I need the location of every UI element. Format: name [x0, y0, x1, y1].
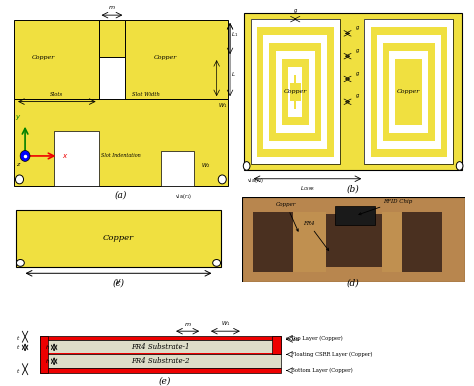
- Text: Copper: Copper: [283, 89, 307, 94]
- Text: FR4: FR4: [303, 221, 328, 251]
- Bar: [288, 67, 302, 117]
- Text: $m$: $m$: [184, 322, 191, 328]
- Text: $W_1$: $W_1$: [220, 320, 230, 328]
- Text: $W_2$: $W_2$: [201, 161, 210, 170]
- Text: $x$: $x$: [62, 152, 68, 160]
- Bar: [39, 368, 281, 373]
- Bar: [257, 27, 334, 156]
- Text: $t$: $t$: [17, 344, 21, 351]
- Text: Copper: Copper: [276, 202, 298, 231]
- Bar: [54, 131, 99, 186]
- Text: (e): (e): [158, 377, 171, 386]
- Bar: [251, 19, 340, 164]
- Text: Bottom Layer (Copper): Bottom Layer (Copper): [291, 368, 353, 373]
- Bar: [16, 210, 221, 267]
- Bar: [39, 353, 281, 356]
- Text: $m$: $m$: [108, 4, 116, 12]
- Text: $t$: $t$: [17, 334, 21, 342]
- Text: $y$: $y$: [15, 113, 22, 122]
- Bar: [395, 59, 422, 125]
- Bar: [39, 336, 48, 373]
- Bar: [14, 99, 228, 186]
- Bar: [401, 67, 416, 117]
- Bar: [293, 212, 327, 273]
- Bar: [275, 51, 315, 132]
- Text: Floating CSRR Layer (Copper): Floating CSRR Layer (Copper): [291, 352, 372, 357]
- Bar: [383, 43, 435, 141]
- Bar: [364, 19, 453, 164]
- Text: Slot Indentation: Slot Indentation: [101, 154, 141, 158]
- Bar: [161, 151, 194, 186]
- Text: Copper: Copper: [154, 55, 177, 59]
- Bar: [253, 212, 293, 273]
- Bar: [39, 336, 281, 340]
- Text: (b): (b): [347, 185, 359, 193]
- Text: Top Layer (Copper): Top Layer (Copper): [291, 335, 342, 341]
- Text: $g$: $g$: [355, 92, 360, 100]
- Bar: [327, 214, 382, 267]
- Text: FR4 Substrate-1: FR4 Substrate-1: [131, 344, 189, 351]
- Text: RFID Chip: RFID Chip: [359, 198, 412, 215]
- Text: Copper: Copper: [31, 55, 55, 59]
- Circle shape: [218, 175, 226, 184]
- Bar: [389, 51, 428, 132]
- Text: Slot Width: Slot Width: [132, 91, 160, 96]
- Bar: [364, 19, 453, 164]
- Bar: [269, 43, 321, 141]
- Bar: [294, 75, 296, 108]
- Text: Slots: Slots: [50, 91, 63, 96]
- Bar: [371, 27, 447, 156]
- Bar: [377, 35, 441, 149]
- Bar: [263, 35, 327, 149]
- Bar: [125, 20, 228, 99]
- Text: $W_1$: $W_1$: [218, 101, 228, 110]
- Text: (c): (c): [112, 279, 125, 288]
- Bar: [272, 336, 281, 354]
- Text: ${\rm via}(r_1)$: ${\rm via}(r_1)$: [175, 192, 191, 201]
- Text: $v$: $v$: [115, 277, 122, 286]
- Bar: [335, 206, 375, 225]
- Text: $h$: $h$: [45, 344, 50, 351]
- Bar: [39, 354, 281, 368]
- Text: ${\rm via}(r_2)$: ${\rm via}(r_2)$: [246, 176, 264, 185]
- Circle shape: [243, 162, 250, 170]
- Text: $L_1$: $L_1$: [231, 30, 238, 39]
- Bar: [14, 20, 99, 99]
- Text: Copper: Copper: [103, 234, 134, 242]
- Text: (a): (a): [115, 191, 127, 200]
- Text: $g$: $g$: [355, 24, 360, 32]
- Text: Copper: Copper: [397, 89, 420, 94]
- Bar: [99, 20, 125, 57]
- Text: (d): (d): [347, 279, 359, 288]
- Bar: [382, 212, 402, 273]
- Bar: [39, 340, 281, 354]
- Circle shape: [16, 175, 24, 184]
- Bar: [290, 83, 301, 101]
- Bar: [251, 19, 340, 164]
- Text: $g$: $g$: [355, 47, 360, 55]
- Text: FR4 Substrate-2: FR4 Substrate-2: [131, 357, 189, 365]
- Text: $g$: $g$: [355, 69, 360, 78]
- Text: $h$: $h$: [45, 357, 50, 365]
- Circle shape: [213, 259, 220, 266]
- Text: $L_{CSRR}$: $L_{CSRR}$: [300, 185, 315, 193]
- Bar: [244, 14, 462, 170]
- Text: via: via: [291, 337, 299, 342]
- Circle shape: [17, 259, 24, 266]
- Text: $g$: $g$: [292, 7, 298, 15]
- Text: $t$: $t$: [17, 367, 21, 374]
- Bar: [282, 59, 309, 125]
- Text: $z$: $z$: [16, 161, 21, 168]
- Text: $L$: $L$: [231, 70, 236, 78]
- Circle shape: [20, 151, 30, 161]
- Circle shape: [456, 162, 463, 170]
- Bar: [402, 212, 442, 273]
